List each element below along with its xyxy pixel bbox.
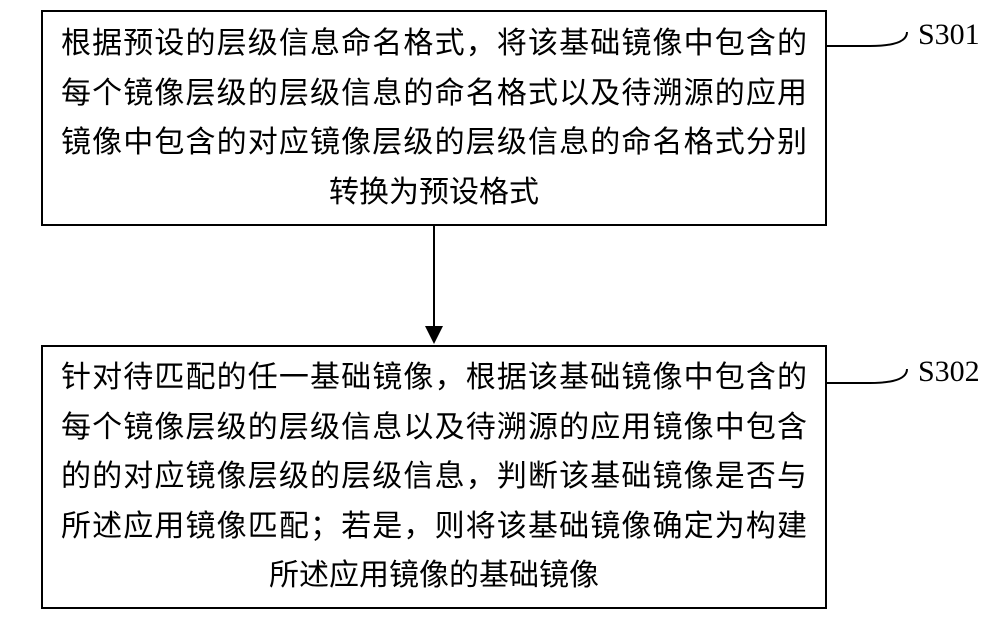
step-box-s302: 针对待匹配的任一基础镜像，根据该基础镜像中包含的每个镜像层级的层级信息以及待溯源… xyxy=(41,345,827,609)
step-label-s302: S302 xyxy=(918,355,980,389)
arrow-shaft xyxy=(433,226,435,326)
flowchart-container: 根据预设的层级信息命名格式，将该基础镜像中包含的每个镜像层级的层级信息的命名格式… xyxy=(0,0,1000,623)
step-text-s301: 根据预设的层级信息命名格式，将该基础镜像中包含的每个镜像层级的层级信息的命名格式… xyxy=(61,19,807,217)
step-label-s301: S301 xyxy=(918,18,980,52)
arrow-head xyxy=(425,326,443,344)
step-text-s302: 针对待匹配的任一基础镜像，根据该基础镜像中包含的每个镜像层级的层级信息以及待溯源… xyxy=(61,353,807,601)
step-box-s301: 根据预设的层级信息命名格式，将该基础镜像中包含的每个镜像层级的层级信息的命名格式… xyxy=(41,10,827,226)
